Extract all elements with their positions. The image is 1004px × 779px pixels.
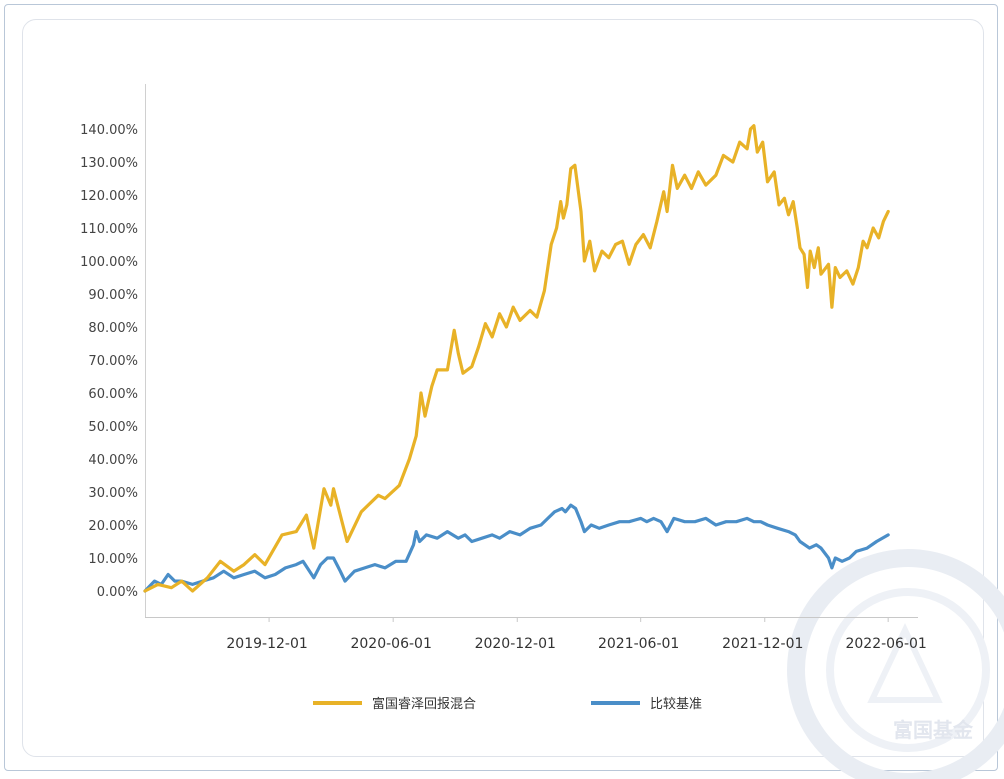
legend-label-benchmark: 比较基准 [650,697,702,712]
legend-label-fund: 富国睿泽回报混合 [372,696,476,712]
y-tick-label: 110.00% [80,222,138,237]
watermark-emblem-icon [867,622,943,703]
y-tick-label: 0.00% [97,585,138,600]
y-tick-label: 30.00% [88,486,138,501]
outer-frame [4,4,998,771]
x-tick-label: 2019-12-01 [226,636,307,652]
series-lines [143,124,890,593]
y-tick-label: 60.00% [88,387,138,402]
x-tick-label: 2021-06-01 [598,636,679,652]
watermark-text: 富国基金 [893,718,974,742]
y-tick-label: 90.00% [88,288,138,303]
y-tick-label: 130.00% [80,156,138,171]
x-tick-label: 2020-06-01 [350,636,431,652]
x-tick-label: 2022-06-01 [845,636,926,652]
y-tick-labels: 0.00% 10.00% 20.00% 30.00% 40.00% 50.00% 60.00… [80,123,138,600]
series-line-fund [143,124,890,593]
chart-card [22,19,984,757]
y-tick-label: 40.00% [88,453,138,468]
watermark-ring-outer [787,549,1004,779]
y-tick-label: 80.00% [88,321,138,336]
watermark-logo: 富国基金 [787,549,1004,779]
x-tick-label: 2020-12-01 [475,636,556,652]
y-tick-label: 50.00% [88,420,138,435]
x-tick-label: 2021-12-01 [722,636,803,652]
series-line-benchmark [143,503,890,593]
watermark-ring-inner [826,588,990,752]
y-tick-label: 140.00% [80,123,138,138]
legend: 富国睿泽回报混合 比较基准 [313,696,702,712]
y-tick-label: 20.00% [88,519,138,534]
y-tick-label: 10.00% [88,552,138,567]
y-tick-label: 70.00% [88,354,138,369]
x-tick-labels: 2019-12-01 2020-06-01 2020-12-01 2021-06-01… [226,617,927,652]
y-tick-label: 100.00% [80,255,138,270]
y-tick-label: 120.00% [80,189,138,204]
